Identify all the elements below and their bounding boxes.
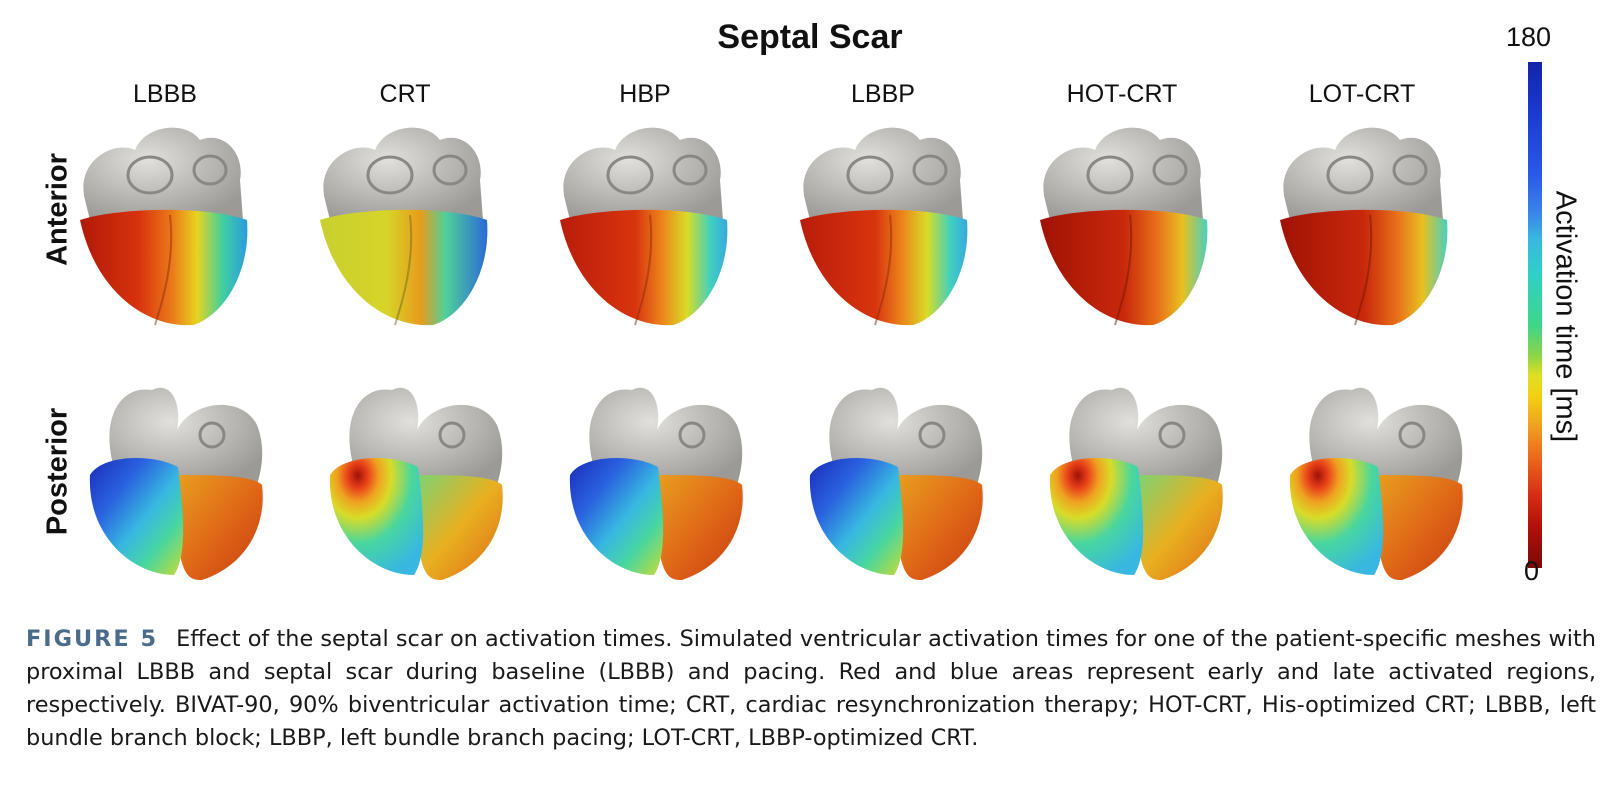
column-label-lbbb: LBBB [133, 80, 197, 108]
heart-anterior-hot-crt [1040, 127, 1208, 326]
colorbar-min-label: 0 [1524, 556, 1540, 586]
heart-anterior-lbbb [80, 127, 248, 326]
heart-posterior-crt [329, 387, 503, 581]
figure-title: Septal Scar [717, 18, 903, 56]
heart-posterior-hot-crt [1049, 387, 1223, 581]
column-label-crt: CRT [379, 80, 431, 108]
heart-anterior-lbbp [800, 127, 968, 326]
column-label-hbp: HBP [619, 80, 671, 108]
colorbar-max-label: 180 [1506, 22, 1552, 52]
heart-posterior-hbp [569, 387, 743, 581]
heart-posterior-lot-crt [1289, 387, 1463, 581]
figure-label: FIGURE 5 [26, 626, 159, 652]
column-label-lbbp: LBBP [851, 80, 915, 108]
colorbar-title: Activation time [ms] [1549, 190, 1582, 443]
heart-anterior-hbp [560, 127, 728, 326]
heart-posterior-lbbp [809, 387, 983, 581]
column-label-hot-crt: HOT-CRT [1066, 80, 1178, 108]
column-label-lot-crt: LOT-CRT [1308, 80, 1416, 108]
caption-text: Effect of the septal scar on activation … [26, 626, 1596, 751]
heart-anterior-lot-crt [1280, 127, 1448, 326]
heart-anterior-crt [320, 127, 488, 326]
colorbar [1528, 62, 1542, 568]
heart-posterior-lbbb [89, 387, 263, 581]
figure-caption: FIGURE 5 Effect of the septal scar on act… [26, 623, 1596, 755]
row-label-anterior: Anterior [41, 153, 74, 266]
row-label-posterior: Posterior [41, 407, 74, 536]
